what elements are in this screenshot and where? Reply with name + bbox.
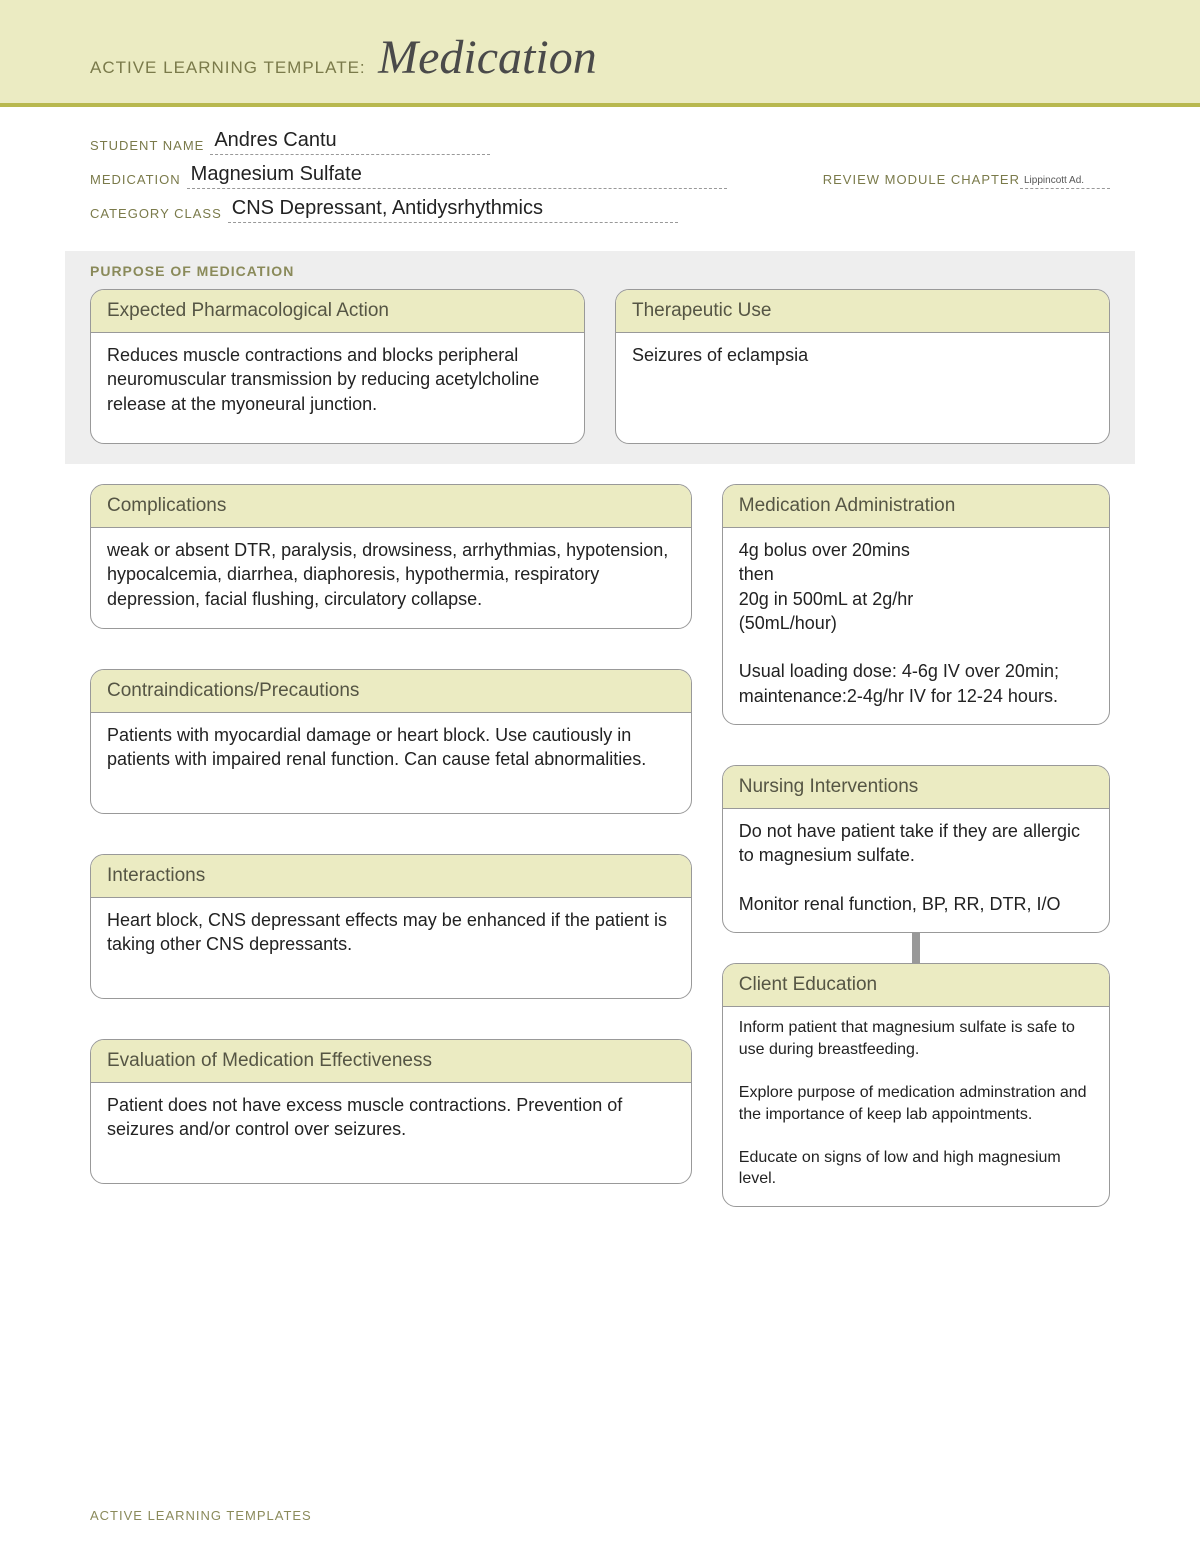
contraindications-title: Contraindications/Precautions [91,670,691,713]
category-value: CNS Depressant, Antidysrhythmics [228,197,678,223]
complications-title: Complications [91,485,691,528]
education-box: Client Education Inform patient that mag… [722,963,1110,1207]
medication-label: MEDICATION [90,172,181,189]
connector-line [912,933,920,963]
footer-text: ACTIVE LEARNING TEMPLATES [90,1508,312,1523]
purpose-header: PURPOSE OF MEDICATION [90,263,1110,279]
administration-box: Medication Administration 4g bolus over … [722,484,1110,725]
contraindications-box: Contraindications/Precautions Patients w… [90,669,692,814]
medication-row: MEDICATION Magnesium Sulfate REVIEW MODU… [90,163,1110,189]
therapeutic-use-box: Therapeutic Use Seizures of eclampsia [615,289,1110,444]
right-column: Medication Administration 4g bolus over … [722,484,1110,1207]
nursing-box: Nursing Interventions Do not have patien… [722,765,1110,933]
evaluation-box: Evaluation of Medication Effectiveness P… [90,1039,692,1184]
fields-block: STUDENT NAME Andres Cantu MEDICATION Mag… [0,107,1200,241]
left-column: Complications weak or absent DTR, paraly… [90,484,692,1207]
pharm-action-box: Expected Pharmacological Action Reduces … [90,289,585,444]
purpose-section: PURPOSE OF MEDICATION Expected Pharmacol… [65,251,1135,464]
complications-box: Complications weak or absent DTR, paraly… [90,484,692,629]
content-grid: Complications weak or absent DTR, paraly… [0,464,1200,1207]
administration-body: 4g bolus over 20mins then 20g in 500mL a… [723,528,1109,724]
review-value: Lippincott Ad. [1020,175,1110,189]
review-group: REVIEW MODULE CHAPTER Lippincott Ad. [823,172,1110,189]
header-band: ACTIVE LEARNING TEMPLATE: Medication [0,0,1200,107]
purpose-row: Expected Pharmacological Action Reduces … [90,289,1110,444]
student-label: STUDENT NAME [90,138,204,155]
interactions-title: Interactions [91,855,691,898]
education-title: Client Education [723,964,1109,1007]
category-row: CATEGORY CLASS CNS Depressant, Antidysrh… [90,197,1110,223]
category-label: CATEGORY CLASS [90,206,222,223]
student-value: Andres Cantu [210,129,490,155]
review-label: REVIEW MODULE CHAPTER [823,172,1020,189]
pharm-action-body: Reduces muscle contractions and blocks p… [91,333,584,443]
template-label: ACTIVE LEARNING TEMPLATE: [90,58,366,77]
pharm-action-title: Expected Pharmacological Action [91,290,584,333]
contraindications-body: Patients with myocardial damage or heart… [91,713,691,813]
medication-value: Magnesium Sulfate [187,163,727,189]
student-row: STUDENT NAME Andres Cantu [90,129,1110,155]
nursing-title: Nursing Interventions [723,766,1109,809]
therapeutic-use-body: Seizures of eclampsia [616,333,1109,443]
nursing-body: Do not have patient take if they are all… [723,809,1109,932]
therapeutic-use-title: Therapeutic Use [616,290,1109,333]
interactions-box: Interactions Heart block, CNS depressant… [90,854,692,999]
spacer [722,725,1110,765]
complications-body: weak or absent DTR, paralysis, drowsines… [91,528,691,628]
evaluation-title: Evaluation of Medication Effectiveness [91,1040,691,1083]
administration-title: Medication Administration [723,485,1109,528]
page: ACTIVE LEARNING TEMPLATE: Medication STU… [0,0,1200,1553]
evaluation-body: Patient does not have excess muscle cont… [91,1083,691,1183]
page-title: Medication [378,31,597,84]
education-body: Inform patient that magnesium sulfate is… [723,1007,1109,1206]
interactions-body: Heart block, CNS depressant effects may … [91,898,691,998]
